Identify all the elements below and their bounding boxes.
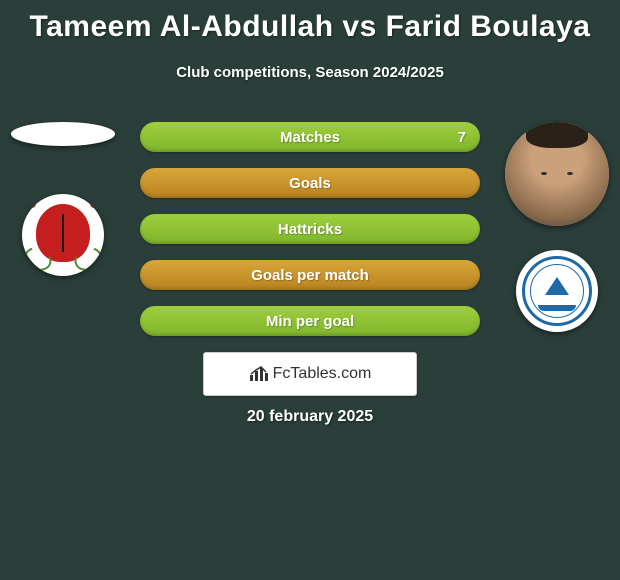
- stat-bar-goals: Goals: [140, 168, 480, 198]
- stat-label: Min per goal: [266, 313, 354, 330]
- left-player-column: [8, 122, 118, 276]
- stat-bars: Matches 7 Goals Hattricks Goals per matc…: [140, 122, 480, 352]
- bars-chart-icon: [249, 366, 269, 382]
- al-rayyan-logo-icon: [28, 200, 98, 270]
- left-player-photo-placeholder: [11, 122, 115, 146]
- left-club-logo: [22, 194, 104, 276]
- stat-bar-min-per-goal: Min per goal: [140, 306, 480, 336]
- stat-label: Goals per match: [251, 267, 369, 284]
- branding-label: FcTables.com: [273, 365, 372, 383]
- stat-bar-goals-per-match: Goals per match: [140, 260, 480, 290]
- stat-value-right: 7: [458, 129, 466, 146]
- stat-bar-hattricks: Hattricks: [140, 214, 480, 244]
- stat-label: Goals: [289, 175, 331, 192]
- comparison-subtitle: Club competitions, Season 2024/2025: [0, 64, 620, 81]
- al-wakrah-logo-icon: [522, 256, 592, 326]
- right-player-photo: [505, 122, 609, 226]
- right-club-logo: [516, 250, 598, 332]
- right-player-column: [502, 122, 612, 332]
- stat-label: Hattricks: [278, 221, 342, 238]
- stat-label: Matches: [280, 129, 340, 146]
- comparison-title: Tameem Al-Abdullah vs Farid Boulaya: [0, 0, 620, 44]
- stat-bar-matches: Matches 7: [140, 122, 480, 152]
- comparison-date: 20 february 2025: [0, 408, 620, 426]
- branding-box: FcTables.com: [203, 352, 417, 396]
